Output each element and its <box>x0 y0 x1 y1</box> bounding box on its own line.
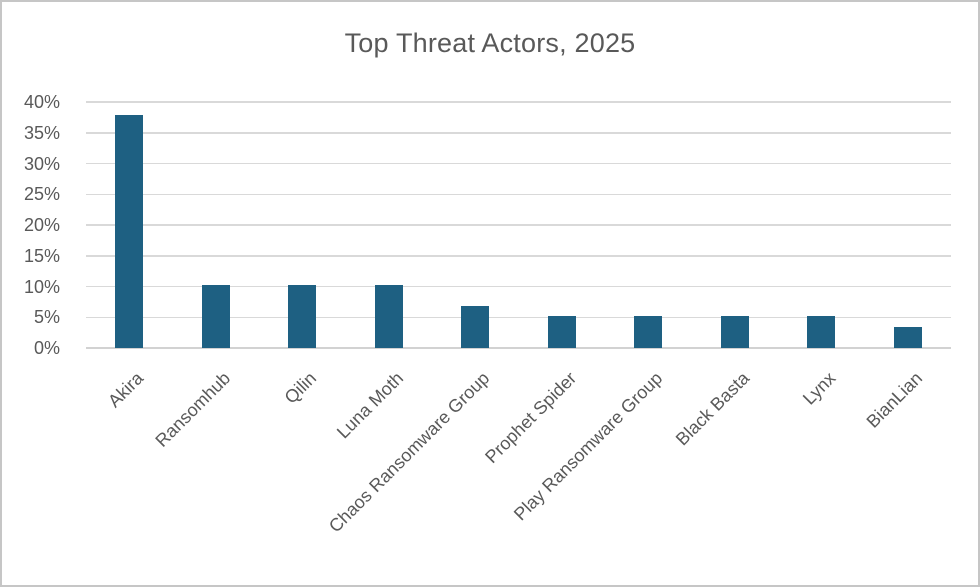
bar-black-basta <box>720 316 749 348</box>
gridline <box>86 101 951 103</box>
gridline <box>86 132 951 134</box>
x-tick-label-luna-moth: Luna Moth <box>332 368 407 443</box>
bar-ransomhub <box>201 284 230 348</box>
x-tick-label-chaos-ransomware-group: Chaos Ransomware Group <box>325 368 494 537</box>
y-tick-label-5-: 5% <box>33 307 60 328</box>
x-tick-label-black-basta: Black Basta <box>671 368 753 450</box>
gridline <box>86 255 951 257</box>
y-tick-label-40-: 40% <box>23 92 60 112</box>
y-tick-label-30-: 30% <box>23 153 60 174</box>
gridline <box>86 193 951 195</box>
gridline <box>86 224 951 226</box>
x-axis-line <box>86 347 951 349</box>
x-tick-label-qilin: Qilin <box>280 368 321 408</box>
x-tick-label-lynx: Lynx <box>798 368 840 409</box>
y-tick-label-10-: 10% <box>23 276 60 297</box>
bar-akira <box>115 114 144 348</box>
plot-area <box>86 101 951 349</box>
bar-play-ransomware-group <box>634 316 663 348</box>
x-tick-label-bianlian: BianLian <box>862 368 926 432</box>
x-tick-label-play-ransomware-group: Play Ransomware Group <box>510 368 667 525</box>
bar-lynx <box>807 316 836 348</box>
chart-title: Top Threat Actors, 2025 <box>344 28 636 58</box>
bar-bianlian <box>893 327 922 348</box>
y-tick-label-25-: 25% <box>23 184 60 205</box>
y-tick-label-35-: 35% <box>23 122 60 143</box>
x-tick-label-akira: Akira <box>104 368 148 412</box>
x-tick-label-ransomhub: Ransomhub <box>151 368 234 451</box>
y-tick-label-0-: 0% <box>33 338 60 358</box>
bar-qilin <box>288 284 317 348</box>
bar-luna-moth <box>374 284 403 348</box>
y-tick-label-20-: 20% <box>23 215 60 235</box>
bar-chaos-ransomware-group <box>461 305 490 348</box>
y-tick-label-15-: 15% <box>23 245 60 266</box>
gridline <box>86 285 951 288</box>
gridline <box>86 162 951 165</box>
bar-prophet-spider <box>547 316 576 348</box>
gridline <box>86 316 951 318</box>
